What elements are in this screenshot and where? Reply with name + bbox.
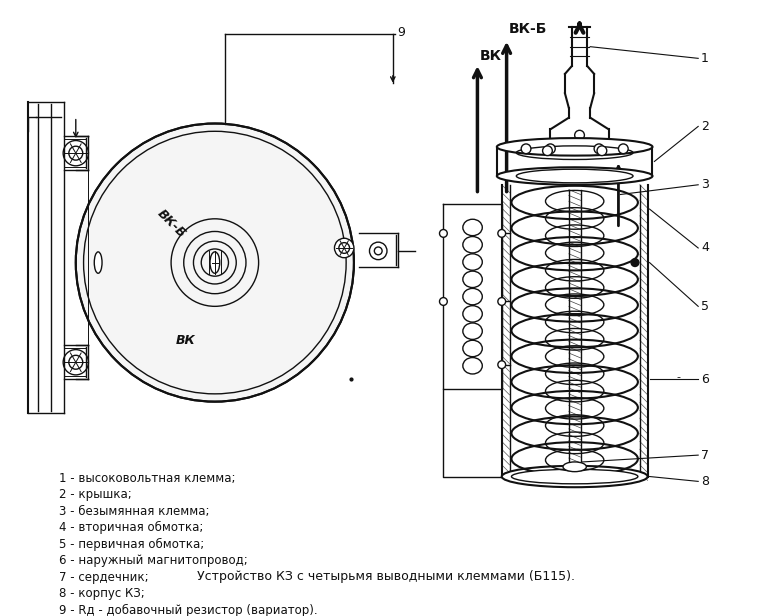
Circle shape [521,144,531,153]
Circle shape [546,144,555,153]
Ellipse shape [210,252,220,274]
Text: 6: 6 [701,373,709,386]
Text: 3 - безымянная клемма;: 3 - безымянная клемма; [60,505,209,517]
Text: Устройство КЗ с четырьмя выводными клеммами (Б115).: Устройство КЗ с четырьмя выводными клемм… [197,570,575,583]
Text: 7: 7 [701,448,709,461]
Text: ВК-Б: ВК-Б [509,22,547,36]
Circle shape [440,298,448,306]
Ellipse shape [563,462,587,472]
Text: 1: 1 [701,52,709,65]
Circle shape [63,140,88,166]
Text: 5 - первичная обмотка;: 5 - первичная обмотка; [60,538,205,551]
Circle shape [335,238,354,257]
Circle shape [69,355,83,369]
Text: 9 - Rд - добавочный резистор (вариатор).: 9 - Rд - добавочный резистор (вариатор). [60,604,318,616]
Circle shape [498,230,506,237]
Text: 2 - крышка;: 2 - крышка; [60,488,132,501]
Text: 5: 5 [701,300,709,313]
Circle shape [76,123,354,402]
Ellipse shape [94,252,102,274]
Text: 8: 8 [701,475,709,488]
Ellipse shape [497,168,652,185]
Ellipse shape [497,138,652,156]
Text: 6 - наружный магнитопровод;: 6 - наружный магнитопровод; [60,554,248,567]
Ellipse shape [502,466,648,487]
Circle shape [498,298,506,306]
Text: 2: 2 [701,120,709,133]
Text: 4 - вторичная обмотка;: 4 - вторичная обмотка; [60,521,203,534]
Text: ВК: ВК [479,49,502,63]
Text: 3: 3 [701,178,709,192]
Text: 7 - сердечник;: 7 - сердечник; [60,571,149,584]
Circle shape [339,243,349,253]
Text: 9: 9 [397,26,406,39]
Circle shape [594,144,604,153]
Circle shape [618,144,628,153]
Circle shape [574,131,584,140]
Text: 4: 4 [701,241,709,254]
Circle shape [374,247,382,255]
Circle shape [543,146,553,156]
Circle shape [631,259,638,267]
Text: 1 - высоковольтная клемма;: 1 - высоковольтная клемма; [60,472,236,485]
Circle shape [69,146,83,160]
Circle shape [498,361,506,368]
Circle shape [63,350,88,375]
Circle shape [597,146,607,156]
Text: -: - [677,372,681,383]
Text: ВК-Б: ВК-Б [155,207,188,240]
Circle shape [440,230,448,237]
Ellipse shape [512,469,638,484]
Text: ВК: ВК [175,334,196,347]
Circle shape [369,242,387,260]
Text: 8 - корпус КЗ;: 8 - корпус КЗ; [60,588,145,601]
